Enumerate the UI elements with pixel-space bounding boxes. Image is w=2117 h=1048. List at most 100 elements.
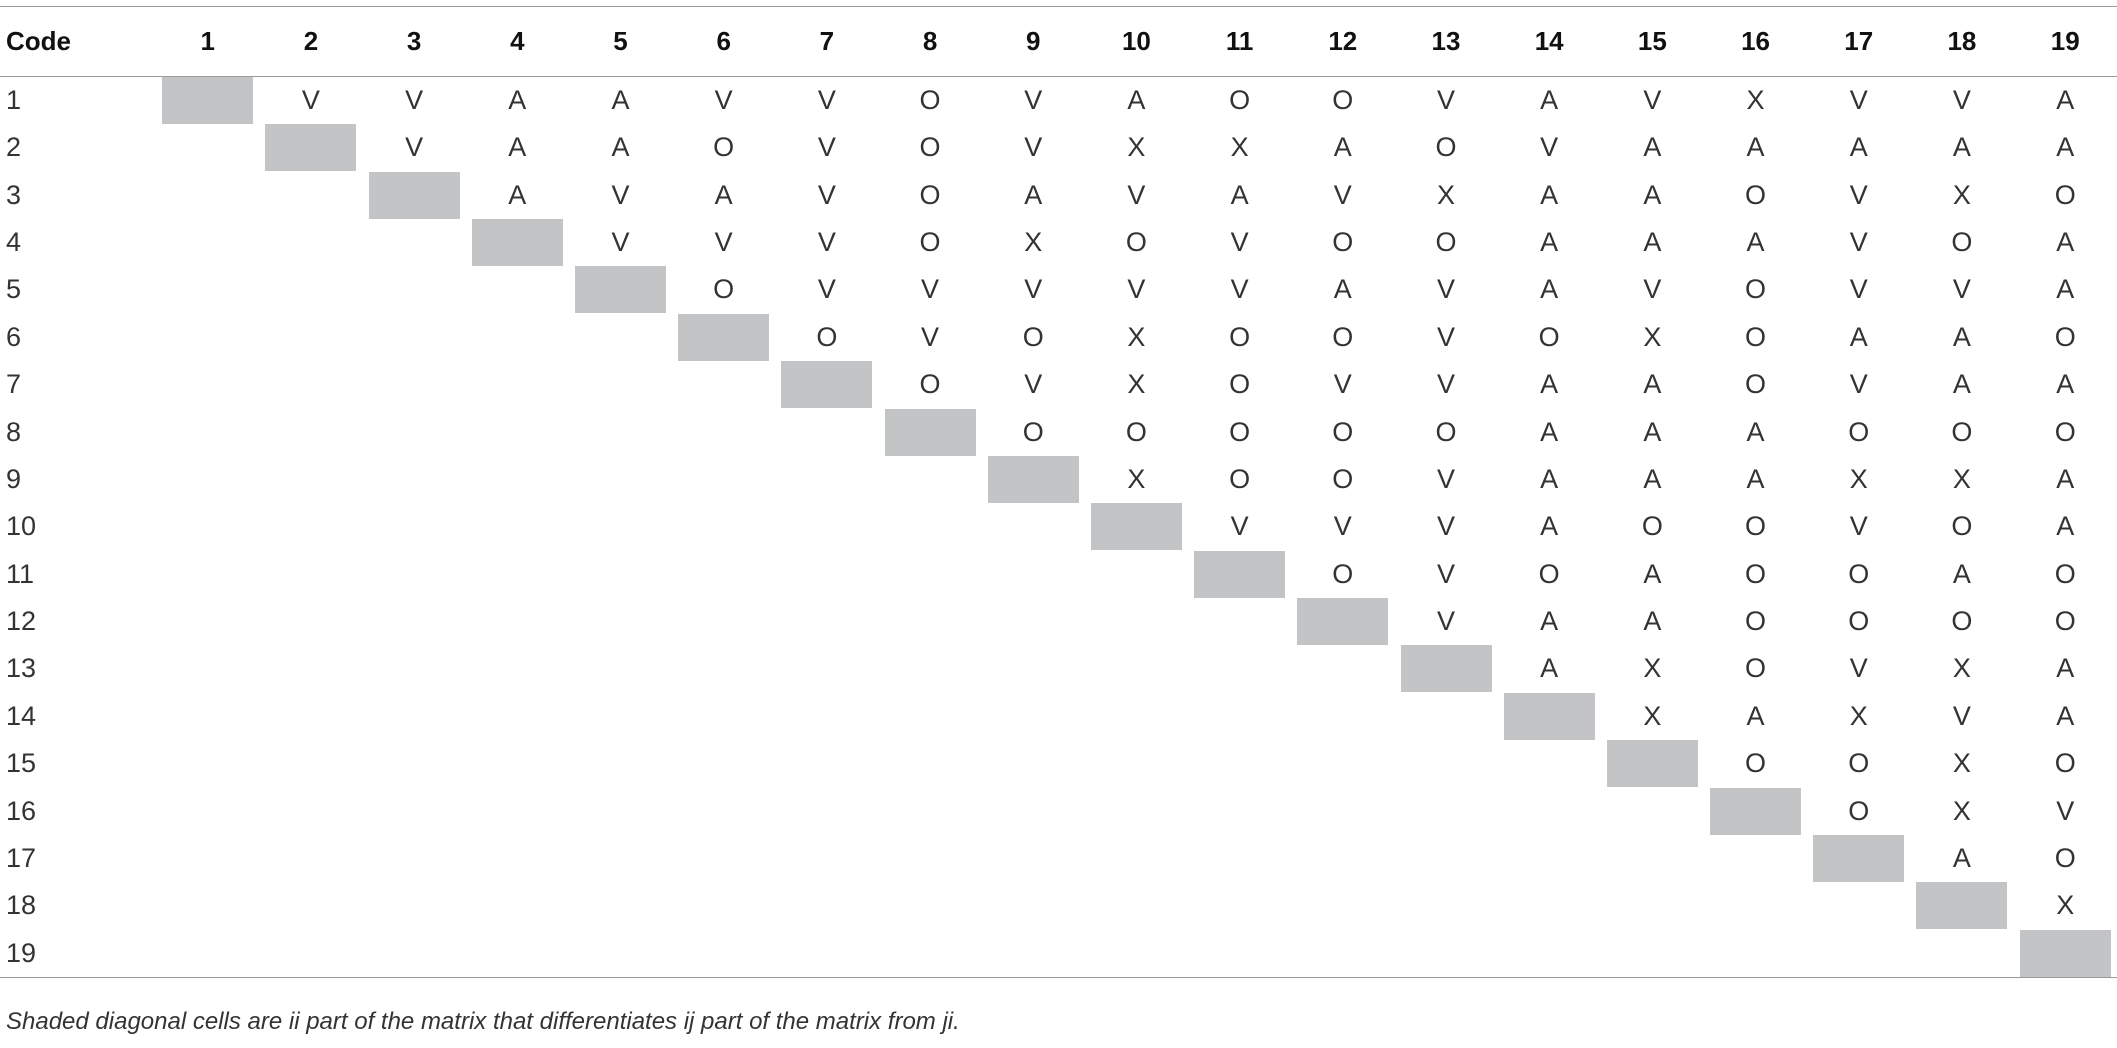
empty-cell [1601, 787, 1704, 834]
empty-cell [1601, 882, 1704, 929]
empty-cell [569, 503, 672, 550]
table-row: 11 O V O A O O A O [0, 550, 2117, 598]
relation-cell: O [713, 274, 735, 305]
relation-cell: O [919, 85, 941, 115]
row-code: 11 [6, 558, 35, 589]
relation-cell: O [1745, 606, 1767, 637]
relation-cell: O [1641, 511, 1663, 542]
relation-cell: V [2056, 795, 2075, 826]
table-row: 16 O X V [0, 787, 2117, 835]
table-row: 7 O V X O V V A A O V A A [0, 361, 2117, 409]
diagonal-cell [1910, 882, 2013, 930]
relation-cell: A [1540, 416, 1559, 447]
empty-cell [672, 693, 775, 740]
relation-cell: A [1540, 606, 1559, 637]
empty-cell [363, 266, 466, 313]
relation-cell: A [1849, 321, 1868, 352]
diagonal-cell [982, 455, 1085, 503]
diagonal-cell [1601, 740, 1704, 788]
diagonal-shade [1400, 645, 1492, 693]
column-header: 13 [1394, 6, 1498, 77]
relation-cell: A [2056, 653, 2075, 684]
relation-cell: O [1745, 321, 1767, 352]
relation-cell: O [919, 179, 941, 210]
empty-cell [156, 266, 259, 313]
relation-cell: V [1436, 463, 1455, 494]
empty-cell [156, 314, 259, 361]
relation-cell: V [1127, 179, 1146, 210]
empty-cell [466, 693, 569, 740]
diagonal-shade [1194, 550, 1286, 598]
empty-cell [569, 740, 672, 787]
empty-cell [672, 929, 776, 978]
empty-cell [156, 408, 259, 455]
row-code: 9 [6, 463, 22, 494]
empty-cell [1188, 740, 1291, 787]
row-code: 8 [6, 416, 22, 447]
relation-cell: O [1951, 606, 1973, 637]
empty-cell [1085, 645, 1188, 692]
column-header: 2 [259, 6, 363, 77]
relation-cell: V [1436, 85, 1455, 115]
relation-cell: A [1952, 558, 1971, 589]
diagonal-cell [1704, 787, 1807, 835]
empty-cell [672, 408, 775, 455]
column-header: 19 [2013, 6, 2117, 77]
empty-cell [466, 361, 569, 408]
row-code: 10 [6, 511, 37, 542]
relation-cell: V [1436, 274, 1455, 305]
relation-cell: O [2054, 748, 2076, 779]
relation-cell: A [1230, 179, 1249, 210]
empty-cell [259, 219, 362, 266]
row-code: 14 [6, 700, 37, 731]
empty-cell [259, 266, 362, 313]
relation-cell: X [1952, 653, 1971, 684]
relation-cell: O [1538, 558, 1560, 589]
relation-cell: A [2056, 132, 2075, 163]
relation-cell: X [1127, 132, 1146, 163]
relation-cell: A [2056, 700, 2075, 731]
table-row: 4 V V V O X O V O O A A A V O A [0, 218, 2117, 266]
diagonal-shade [1710, 787, 1802, 835]
diagonal-shade [2019, 929, 2111, 977]
relation-cell: V [1540, 132, 1559, 163]
relation-cell: A [2056, 511, 2075, 542]
row-code: 5 [6, 274, 22, 305]
empty-cell [878, 503, 981, 550]
relation-cell: X [1643, 321, 1662, 352]
empty-cell [1498, 740, 1601, 787]
relation-cell: O [2054, 843, 2076, 874]
empty-cell [1601, 835, 1704, 882]
empty-cell [982, 693, 1085, 740]
empty-cell [363, 314, 466, 361]
relation-cell: V [1849, 85, 1868, 115]
relation-cell: O [919, 132, 941, 163]
relation-cell: O [1848, 606, 1870, 637]
relation-cell: A [2056, 369, 2075, 400]
relation-cell: O [1332, 321, 1354, 352]
diagonal-cell [1188, 550, 1291, 598]
diagonal-shade [575, 266, 666, 314]
relation-cell: V [1127, 274, 1146, 305]
empty-cell [672, 645, 775, 692]
relation-cell: A [1746, 416, 1765, 447]
relation-cell: O [2054, 558, 2076, 589]
column-header: 17 [1807, 6, 1911, 77]
relation-cell: O [1951, 226, 1973, 257]
empty-cell [569, 882, 672, 929]
relation-cell: X [1746, 85, 1765, 115]
relation-cell: V [817, 226, 836, 257]
empty-cell [363, 219, 466, 266]
empty-cell [363, 408, 466, 455]
diagonal-cell [1085, 503, 1188, 551]
relation-cell: O [2054, 179, 2076, 210]
relation-cell: A [2056, 463, 2075, 494]
relation-cell: A [1643, 416, 1662, 447]
diagonal-cell [466, 218, 569, 266]
relation-cell: O [1229, 85, 1251, 115]
relation-cell: V [1024, 274, 1043, 305]
relation-cell: A [1643, 226, 1662, 257]
empty-cell [1600, 929, 1704, 978]
relation-cell: O [1745, 653, 1767, 684]
